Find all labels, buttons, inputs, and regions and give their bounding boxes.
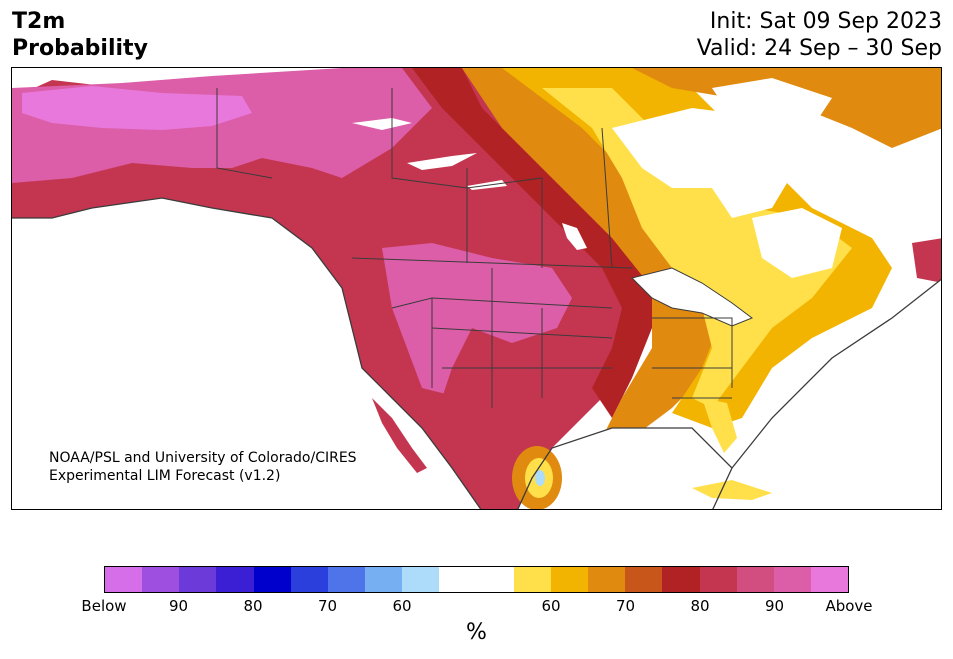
land-baja — [372, 398, 427, 473]
colorbar-segment — [439, 567, 477, 592]
colorbar-segment — [365, 567, 403, 592]
land-arctic-orange — [632, 68, 941, 148]
colorbar-tick-label: 60 — [392, 597, 412, 615]
water-lake-winnipeg — [562, 223, 587, 250]
colorbar-tick-label: 70 — [615, 597, 636, 615]
title-line-1: T2m — [12, 9, 66, 34]
colorbar-segment — [290, 567, 328, 592]
colorbar-segment — [588, 567, 626, 592]
land-newfoundland — [912, 238, 941, 283]
colorbar-segment — [736, 567, 774, 592]
land-band-orange — [462, 68, 732, 438]
water-hudson-bay — [612, 108, 802, 218]
colorbar-segment — [142, 567, 180, 592]
init-date: Init: Sat 09 Sep 2023 — [709, 9, 942, 34]
colorbar-ticks: Below 90 80 70 60 60 70 80 90 Above — [81, 597, 872, 617]
forecast-dates: Init: Sat 09 Sep 2023 Valid: 24 Sep – 30… — [697, 8, 942, 62]
colorbar-tick-label: 90 — [764, 597, 785, 615]
colorbar-segment — [402, 567, 440, 592]
valid-range: Valid: 24 Sep – 30 Sep — [696, 36, 942, 61]
water-quebec-white — [752, 208, 842, 278]
credit-line-1: NOAA/PSL and University of Colorado/CIRE… — [49, 450, 357, 466]
colorbar-segment — [253, 567, 291, 592]
map-canvas — [12, 68, 941, 509]
colorbar-segment — [625, 567, 663, 592]
political-borders — [216, 88, 733, 408]
water-gulf-mexico — [532, 428, 732, 509]
colorbar-segment — [327, 567, 366, 592]
colorbar-tick-label: 90 — [168, 597, 189, 615]
title-line-2: Probability — [12, 36, 148, 61]
land-florida — [702, 398, 737, 453]
colorbar-tick-label: 70 — [317, 597, 338, 615]
land-region-pink-sw — [382, 243, 572, 398]
colorbar-segment — [550, 567, 589, 592]
coastline — [12, 197, 941, 509]
land-band-red — [412, 68, 652, 418]
colorbar — [104, 566, 849, 593]
water-great-slave-lake — [352, 118, 412, 130]
colorbar-tick-label: 80 — [243, 597, 263, 615]
land-mexico — [362, 368, 552, 509]
map-title: T2m Probability — [12, 8, 148, 62]
colorbar-tick-label: 60 — [541, 597, 561, 615]
water-great-bear-lake — [407, 153, 477, 170]
water-great-lakes — [631, 267, 754, 327]
hotspot-blue — [535, 470, 545, 486]
colorbar-segment — [476, 567, 514, 592]
credit-text: NOAA/PSL and University of Colorado/CIRE… — [49, 449, 357, 485]
credit-line-2: Experimental LIM Forecast (v1.2) — [49, 468, 281, 484]
land-band-yellow — [542, 88, 852, 408]
probability-map — [11, 67, 942, 510]
colorbar-segment — [773, 567, 811, 592]
water-pacific — [12, 218, 471, 509]
land-cuba — [692, 480, 772, 500]
colorbar-unit: % — [466, 620, 487, 645]
colorbar-segment — [179, 567, 217, 592]
colorbar-segment — [662, 567, 700, 592]
water-atlantic — [712, 279, 941, 509]
colorbar-segment — [216, 567, 254, 592]
colorbar-tick-label: 80 — [690, 597, 710, 615]
colorbar-tick-label: Above — [825, 597, 873, 615]
colorbar-segment — [105, 567, 143, 592]
colorbar-segment — [810, 567, 849, 592]
colorbar-tick-label: Below — [81, 597, 127, 615]
colorbar-segment — [699, 567, 737, 592]
land-region-magenta — [22, 86, 252, 130]
colorbar-segment — [513, 567, 551, 592]
land-arctic-white — [712, 78, 832, 128]
